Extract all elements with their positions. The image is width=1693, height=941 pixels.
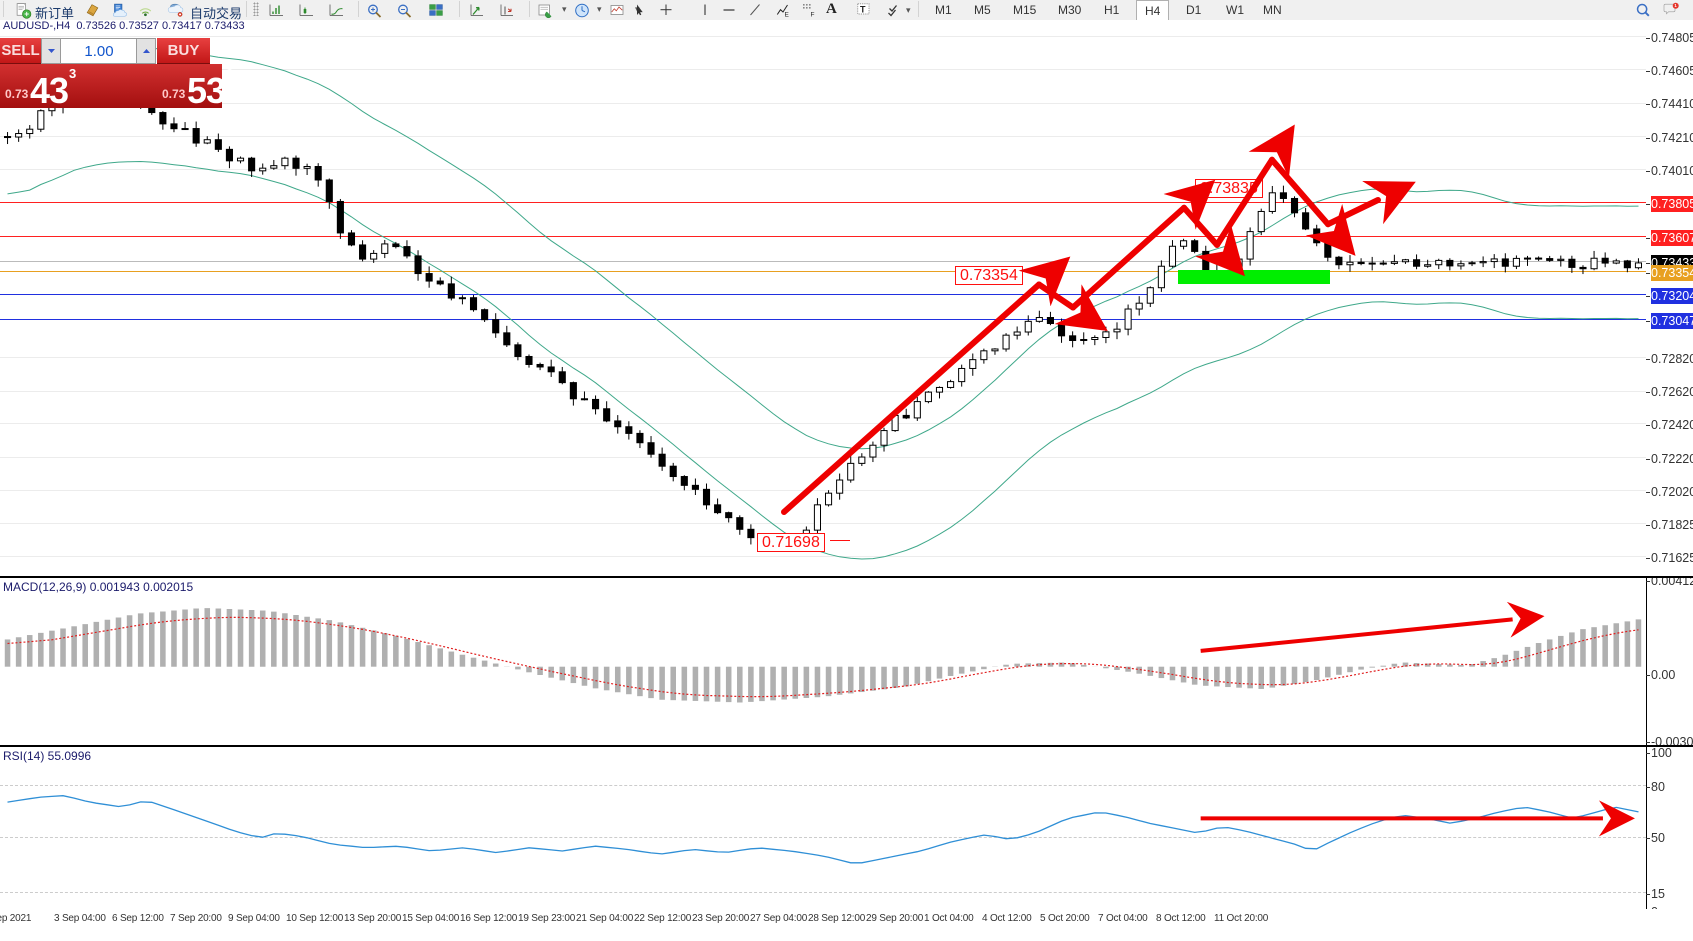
svg-text:E: E <box>785 12 790 19</box>
svg-text:F: F <box>811 12 815 19</box>
svg-text:T: T <box>860 5 866 15</box>
